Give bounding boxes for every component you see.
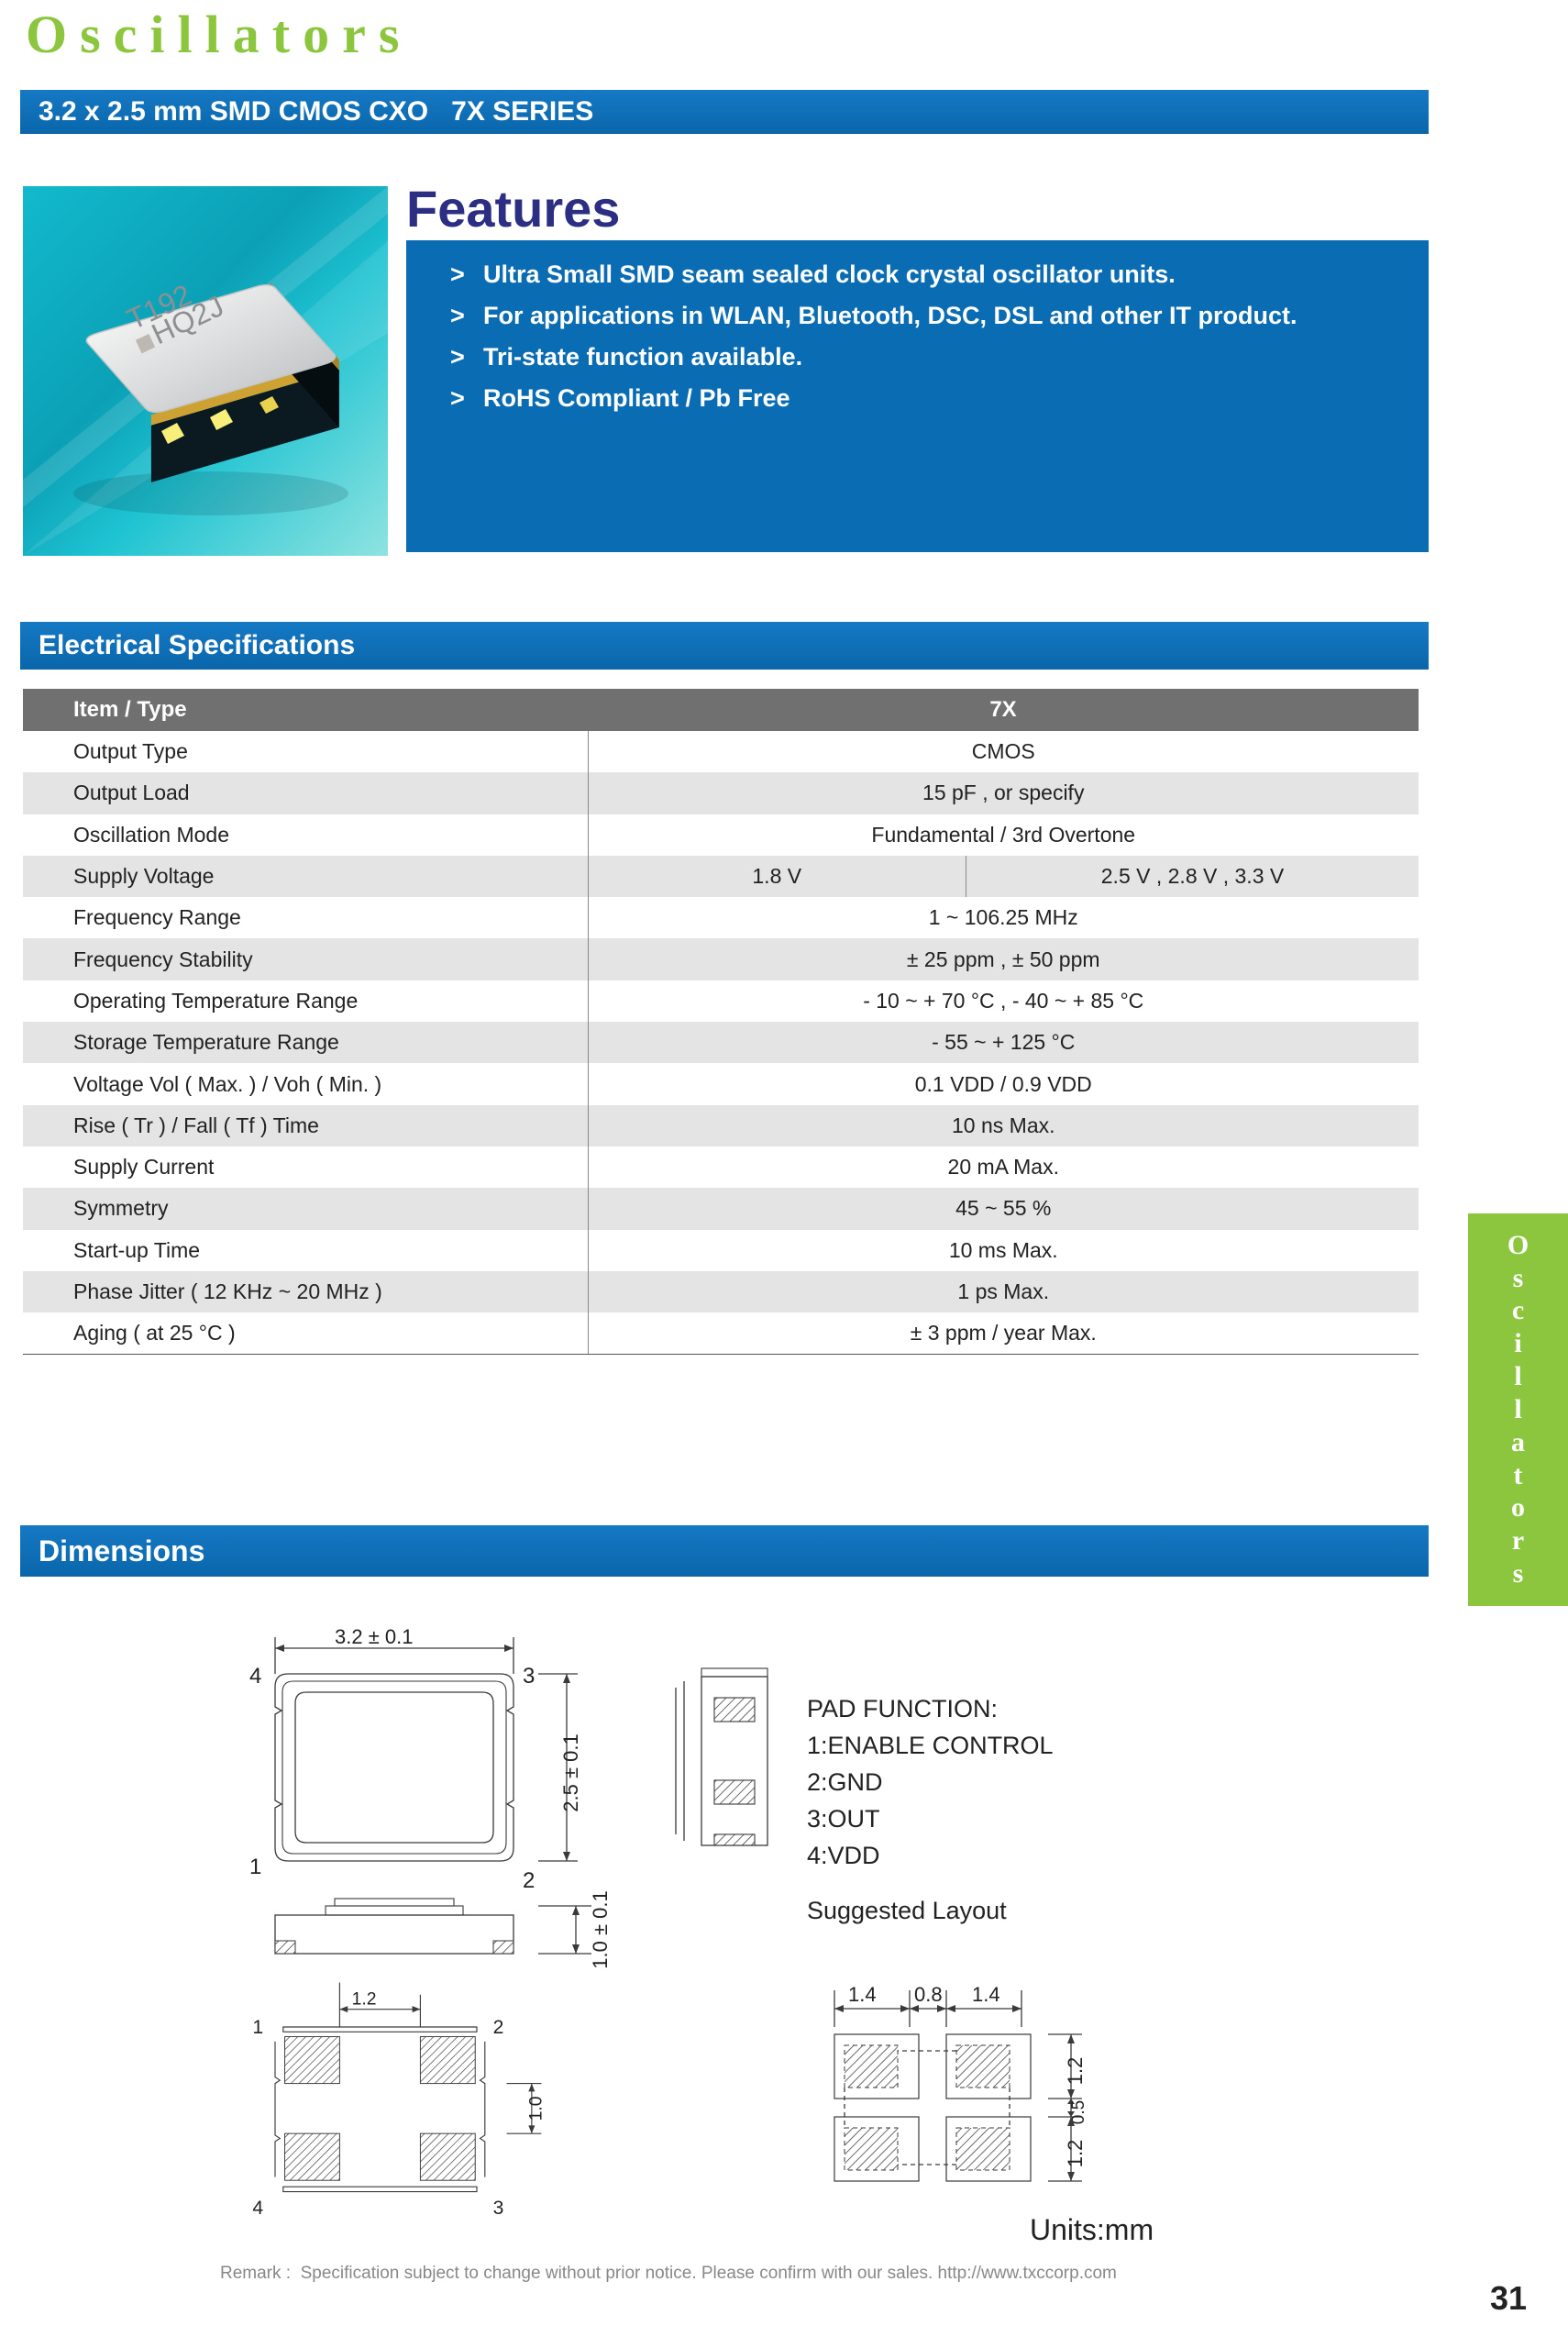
svg-text:3.2 ± 0.1: 3.2 ± 0.1 xyxy=(335,1625,413,1648)
svg-text:1.4: 1.4 xyxy=(972,1983,1000,2006)
svg-text:1.0: 1.0 xyxy=(525,2096,546,2121)
svg-text:2: 2 xyxy=(523,1868,535,1893)
svg-text:1: 1 xyxy=(252,2017,263,2038)
svg-text:1.4: 1.4 xyxy=(848,1983,877,2006)
svg-text:4: 4 xyxy=(252,2198,263,2219)
svg-text:2: 2 xyxy=(493,2017,504,2038)
svg-text:1.2: 1.2 xyxy=(352,1988,377,2009)
svg-text:2.5 ± 0.1: 2.5 ± 0.1 xyxy=(559,1733,582,1811)
svg-text:3: 3 xyxy=(523,1664,535,1689)
svg-text:1: 1 xyxy=(249,1855,261,1879)
svg-text:0.8: 0.8 xyxy=(914,1983,943,2006)
svg-text:1.2: 1.2 xyxy=(1064,2057,1087,2086)
svg-text:1.2: 1.2 xyxy=(1064,2140,1087,2168)
svg-text:3: 3 xyxy=(493,2198,504,2219)
svg-text:1.0 ± 0.1: 1.0 ± 0.1 xyxy=(589,1890,612,1968)
svg-text:4: 4 xyxy=(249,1664,261,1689)
